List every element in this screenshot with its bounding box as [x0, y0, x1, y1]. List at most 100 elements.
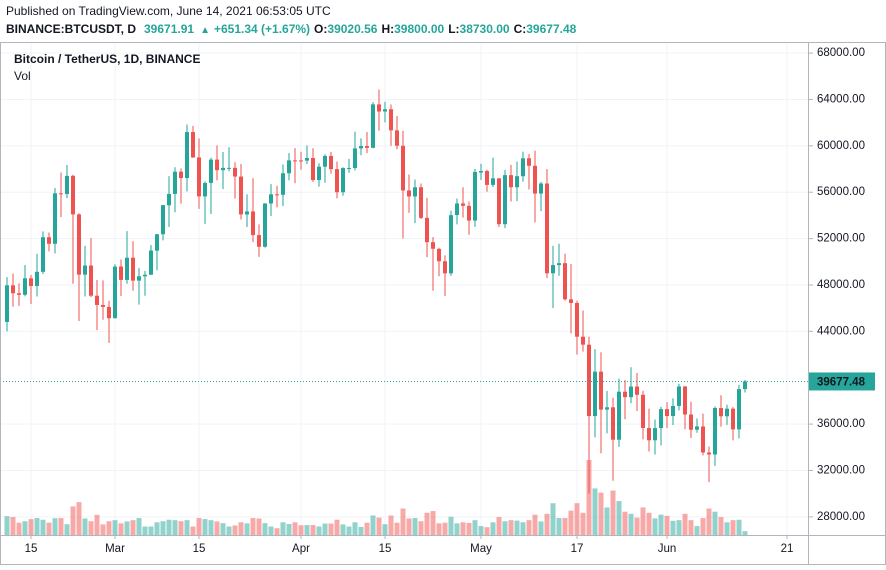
volume-bar	[490, 522, 496, 535]
volume-bar	[280, 522, 286, 535]
candle-body	[389, 109, 393, 131]
candle-body	[737, 389, 741, 430]
x-tick-label: Jun	[658, 543, 677, 555]
y-tick-label: 56000.00	[817, 186, 865, 198]
candle-body	[623, 391, 627, 398]
candle-body	[209, 159, 213, 183]
candle-body	[125, 257, 129, 280]
volume-bar	[340, 524, 346, 535]
candle-body	[59, 193, 63, 195]
candle-body	[83, 265, 87, 275]
volume-bar	[382, 524, 388, 535]
h-label: H:	[381, 22, 394, 36]
o-value: 39020.56	[327, 22, 377, 36]
volume-bar	[454, 523, 460, 535]
volume-bar	[76, 502, 82, 535]
volume-bar	[184, 520, 190, 535]
candle-body	[413, 187, 417, 197]
candle-body	[53, 193, 57, 244]
volume-bar	[562, 518, 568, 535]
candle-body	[377, 104, 381, 112]
candle-body	[89, 265, 93, 296]
volume-bar	[730, 520, 736, 535]
candle-body	[545, 183, 549, 274]
candle-body	[743, 381, 747, 390]
volume-bar	[550, 503, 556, 535]
candle-body	[455, 203, 459, 216]
candle-body	[197, 157, 201, 197]
candle-body	[113, 266, 117, 319]
candle-body	[41, 237, 45, 272]
volume-bar	[130, 520, 136, 535]
volume-bar	[262, 523, 268, 535]
candle-body	[269, 194, 273, 204]
volume-bar	[346, 526, 352, 535]
x-tick-label: 21	[781, 543, 794, 555]
volume-bar	[580, 512, 586, 535]
candle-body	[221, 167, 225, 171]
x-tick-label: 17	[571, 543, 584, 555]
candle-body	[395, 130, 399, 146]
candle-body	[539, 183, 543, 194]
volume-bar	[70, 506, 76, 535]
volume-bar	[430, 511, 436, 535]
symbol-line: BINANCE:BTCUSDT, D 39671.91 ▲ +651.34 (+1.6…	[6, 22, 577, 36]
volume-bar	[688, 520, 694, 535]
volume-bar	[574, 503, 580, 535]
volume-bar	[370, 515, 376, 535]
last-price-label: 39677.48	[817, 376, 866, 388]
volume-bar	[58, 518, 64, 535]
candle-body	[485, 171, 489, 185]
candle-body	[95, 295, 99, 305]
volume-bar	[664, 515, 670, 535]
candle-body	[341, 168, 345, 193]
c-value: 39677.48	[526, 22, 576, 36]
candle-body	[449, 215, 453, 274]
volume-bar	[478, 526, 484, 535]
volume-bar	[598, 492, 604, 535]
candle-body	[179, 171, 183, 179]
candle-body	[275, 194, 279, 196]
candle-body	[347, 167, 351, 169]
volume-bar	[460, 522, 466, 535]
candle-body	[131, 257, 135, 281]
candle-body	[101, 304, 105, 307]
volume-bar	[226, 526, 232, 535]
volume-bar	[496, 516, 502, 535]
candle-body	[593, 371, 597, 417]
volume-bar	[22, 521, 28, 535]
candle-body	[617, 391, 621, 440]
volume-bar	[532, 514, 538, 535]
candle-body	[713, 408, 717, 455]
volume-bar	[616, 501, 622, 535]
volume-bar	[646, 512, 652, 535]
y-tick-label: 36000.00	[817, 418, 865, 430]
volume-bar	[100, 524, 106, 535]
candle-body	[725, 408, 729, 417]
volume-bar	[28, 519, 34, 535]
x-tick-label: Apr	[292, 543, 310, 555]
y-tick-label: 60000.00	[817, 140, 865, 152]
candle-body	[599, 371, 603, 410]
candle-body	[335, 169, 339, 193]
pane-title: Bitcoin / TetherUS, 1D, BINANCE	[14, 52, 200, 66]
candle-body	[461, 203, 465, 206]
volume-bar	[316, 526, 322, 535]
x-tick-label: Mar	[105, 543, 125, 555]
candle-body	[185, 132, 189, 179]
candle-body	[203, 182, 207, 197]
y-tick-label: 52000.00	[817, 233, 865, 245]
volume-bar	[214, 521, 220, 535]
volume-bar	[64, 524, 70, 535]
volume-bar	[94, 514, 100, 535]
y-tick-label: 32000.00	[817, 465, 865, 477]
candle-body	[611, 407, 615, 440]
volume-bar	[202, 519, 208, 535]
volume-bar	[394, 522, 400, 535]
candle-body	[479, 171, 483, 173]
volume-bar	[676, 520, 682, 535]
volume-bar	[118, 523, 124, 535]
volume-bar	[538, 521, 544, 535]
candle-body	[605, 407, 609, 410]
candle-body	[575, 302, 579, 337]
